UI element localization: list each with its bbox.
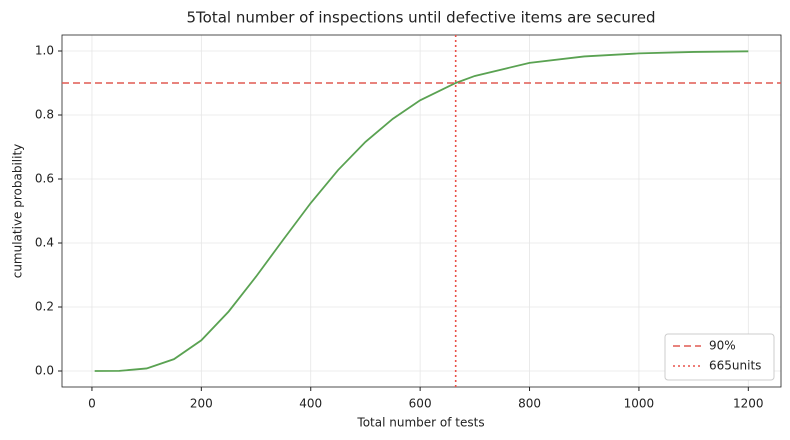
x-tick-label: 800	[518, 397, 541, 411]
x-tick-label: 200	[190, 397, 213, 411]
data-line	[94, 50, 749, 372]
x-tick-label: 600	[409, 397, 432, 411]
x-tick-label: 0	[88, 397, 96, 411]
chart-title: 5Total number of inspections until defec…	[187, 9, 656, 27]
y-tick-label: 1.0	[35, 44, 54, 58]
x-tick-label: 1200	[733, 397, 764, 411]
y-tick-label: 0.0	[35, 364, 54, 378]
y-tick-label: 0.4	[35, 236, 54, 250]
y-tick-label: 0.6	[35, 172, 54, 186]
y-tick-label: 0.8	[35, 108, 54, 122]
plot-frame	[61, 34, 782, 388]
x-tick-label: 400	[299, 397, 322, 411]
legend-box	[664, 333, 775, 381]
x-axis-label: Total number of tests	[356, 416, 484, 430]
y-tick-label: 0.2	[35, 300, 54, 314]
legend-label: 90%	[709, 339, 736, 353]
legend-label: 665units	[709, 359, 761, 373]
x-tick-label: 1000	[624, 397, 655, 411]
y-axis-label: cumulative probability	[11, 144, 25, 279]
